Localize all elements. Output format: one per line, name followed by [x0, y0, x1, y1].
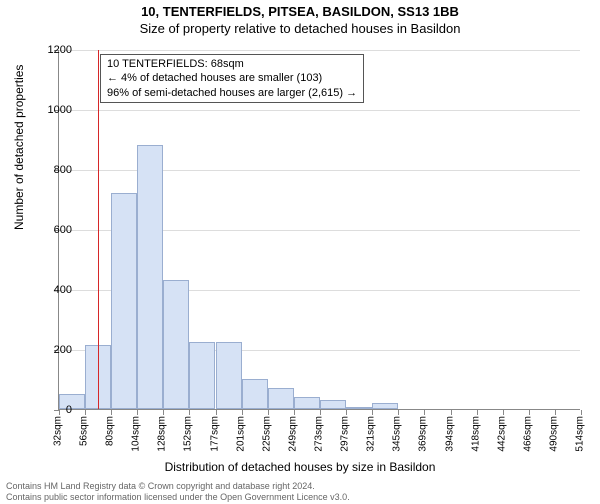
footer-line: Contains HM Land Registry data © Crown c…	[6, 481, 594, 491]
xtick-label: 80sqm	[104, 416, 115, 446]
annotation-line: 10 TENTERFIELDS: 68sqm	[107, 57, 357, 71]
plot-area	[58, 50, 580, 410]
ytick-label: 0	[32, 404, 72, 416]
xtick-label: 369sqm	[417, 416, 428, 452]
x-axis-label: Distribution of detached houses by size …	[0, 460, 600, 474]
xtick-mark	[451, 410, 452, 415]
ytick-label: 600	[32, 224, 72, 236]
xtick-mark	[216, 410, 217, 415]
xtick-label: 466sqm	[523, 416, 534, 452]
page-title: 10, TENTERFIELDS, PITSEA, BASILDON, SS13…	[0, 4, 600, 19]
histogram-bar	[216, 342, 242, 410]
xtick-mark	[111, 410, 112, 415]
xtick-mark	[163, 410, 164, 415]
histogram-bar	[242, 379, 268, 409]
xtick-label: 321sqm	[365, 416, 376, 452]
xtick-mark	[85, 410, 86, 415]
xtick-label: 273sqm	[314, 416, 325, 452]
xtick-mark	[398, 410, 399, 415]
reference-line	[98, 50, 100, 409]
xtick-mark	[137, 410, 138, 415]
reference-annotation: 10 TENTERFIELDS: 68sqm ← 4% of detached …	[100, 54, 364, 103]
xtick-label: 490sqm	[549, 416, 560, 452]
xtick-label: 104sqm	[130, 416, 141, 452]
xtick-label: 177sqm	[210, 416, 221, 452]
ytick-label: 800	[32, 164, 72, 176]
xtick-label: 225sqm	[262, 416, 273, 452]
xtick-label: 249sqm	[288, 416, 299, 452]
ytick-label: 1000	[32, 104, 72, 116]
ytick-label: 200	[32, 344, 72, 356]
histogram-bar	[294, 397, 320, 409]
xtick-mark	[294, 410, 295, 415]
xtick-mark	[268, 410, 269, 415]
xtick-label: 56sqm	[78, 416, 89, 446]
xtick-label: 297sqm	[339, 416, 350, 452]
histogram-bar	[111, 193, 137, 409]
xtick-mark	[529, 410, 530, 415]
xtick-label: 442sqm	[497, 416, 508, 452]
page-subtitle: Size of property relative to detached ho…	[0, 21, 600, 36]
histogram-bar	[189, 342, 215, 410]
histogram-bar	[268, 388, 294, 409]
xtick-label: 152sqm	[182, 416, 193, 452]
histogram-bar	[137, 145, 163, 409]
xtick-mark	[320, 410, 321, 415]
histogram-bar	[163, 280, 189, 409]
histogram-bar	[320, 400, 346, 409]
footer-line: Contains public sector information licen…	[6, 492, 594, 502]
xtick-label: 201sqm	[236, 416, 247, 452]
annotation-line: ← 4% of detached houses are smaller (103…	[107, 71, 357, 85]
histogram-bar	[372, 403, 398, 409]
xtick-label: 418sqm	[471, 416, 482, 452]
xtick-mark	[189, 410, 190, 415]
xtick-label: 32sqm	[53, 416, 64, 446]
annotation-line: 96% of semi-detached houses are larger (…	[107, 86, 357, 100]
xtick-mark	[477, 410, 478, 415]
xtick-label: 345sqm	[391, 416, 402, 452]
gridline	[59, 110, 580, 111]
y-axis-label: Number of detached properties	[12, 65, 26, 230]
xtick-mark	[242, 410, 243, 415]
xtick-mark	[581, 410, 582, 415]
histogram-bar	[346, 407, 372, 409]
xtick-mark	[555, 410, 556, 415]
xtick-mark	[346, 410, 347, 415]
xtick-mark	[372, 410, 373, 415]
xtick-label: 128sqm	[156, 416, 167, 452]
xtick-label: 514sqm	[575, 416, 586, 452]
xtick-mark	[503, 410, 504, 415]
xtick-label: 394sqm	[445, 416, 456, 452]
ytick-label: 1200	[32, 44, 72, 56]
gridline	[59, 50, 580, 51]
ytick-label: 400	[32, 284, 72, 296]
footer: Contains HM Land Registry data © Crown c…	[6, 481, 594, 502]
xtick-mark	[424, 410, 425, 415]
